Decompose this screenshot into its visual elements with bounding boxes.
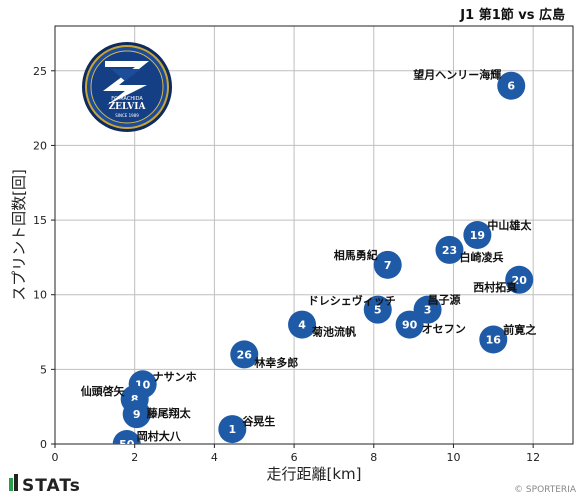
stats-logo-bar-green xyxy=(9,478,13,491)
team-logo-line-1: FC MACHIDA xyxy=(111,96,143,102)
plot-frame xyxy=(54,25,574,445)
team-logo-line-3: SINCE 1989 xyxy=(115,113,139,118)
data-point-marker xyxy=(122,400,151,429)
y-axis-title: スプリント回数[回] xyxy=(10,169,28,301)
data-point-number: 19 xyxy=(470,229,485,242)
data-point: 1 xyxy=(218,415,247,444)
data-point-marker xyxy=(373,250,402,279)
data-point-number: 5 xyxy=(374,304,382,317)
data-point-marker xyxy=(479,325,508,354)
stats-logo: STATs xyxy=(9,474,81,496)
data-point-marker xyxy=(505,265,534,294)
y-tick-label: 0 xyxy=(40,438,47,451)
data-point-marker xyxy=(230,340,259,369)
data-point-number: 3 xyxy=(424,304,432,317)
data-point: 20 xyxy=(505,265,534,294)
data-point-number: 6 xyxy=(507,80,515,93)
chart-title: J1 第1節 vs 広島 xyxy=(459,7,565,23)
x-tick-label: 10 xyxy=(446,451,460,464)
data-point: 16 xyxy=(479,325,508,354)
data-point-player-label: 林幸多郎 xyxy=(254,355,298,369)
data-point-marker xyxy=(463,221,492,249)
y-tick-label: 20 xyxy=(33,139,47,152)
data-point-player-label: 菊池流帆 xyxy=(312,325,356,339)
data-point-player-label: オセフン xyxy=(422,323,466,336)
data-point-number: 90 xyxy=(402,319,418,332)
copyright-credit: © SPORTERIA xyxy=(514,485,577,495)
data-point-player-label: 岡村大八 xyxy=(137,429,182,443)
x-tick-label: 0 xyxy=(52,451,59,464)
data-point-player-label: ドレシェヴィッチ xyxy=(308,294,396,308)
data-point: 6 xyxy=(497,71,526,100)
data-point-number: 50 xyxy=(119,438,135,451)
data-point: 90 xyxy=(395,310,424,339)
data-point-player-label: 西村拓真 xyxy=(473,280,517,294)
x-tick-label: 4 xyxy=(211,451,218,464)
data-point: 26 xyxy=(230,340,259,369)
stats-logo-bar-dark xyxy=(14,474,18,491)
data-point-number: 4 xyxy=(298,319,306,332)
data-point-player-label: 谷晃生 xyxy=(242,414,275,428)
data-point-marker xyxy=(497,71,526,100)
x-tick-label: 12 xyxy=(526,451,540,464)
data-point-number: 16 xyxy=(486,334,502,347)
y-tick-label: 25 xyxy=(33,65,47,78)
data-point: 7 xyxy=(373,250,402,279)
data-point-player-label: 藤尾翔太 xyxy=(147,406,192,420)
data-point-player-label: 白崎凌兵 xyxy=(459,250,503,264)
data-point-player-label: 仙頭啓矢 xyxy=(81,384,126,398)
data-point: 50 xyxy=(112,430,141,451)
data-point-player-label: 望月ヘンリー海輝 xyxy=(413,68,501,82)
data-point: 9 xyxy=(122,400,151,429)
data-point-number: 8 xyxy=(131,393,139,406)
data-point-number: 9 xyxy=(133,408,141,421)
data-point-marker xyxy=(435,235,464,264)
data-point-player-label: 中山雄太 xyxy=(487,218,532,232)
data-point-number: 26 xyxy=(237,348,253,361)
data-point-player-label: 昌子源 xyxy=(428,293,461,307)
data-point: 4 xyxy=(288,310,317,339)
data-point-number: 7 xyxy=(384,259,392,272)
data-point-marker xyxy=(112,430,141,444)
x-tick-label: 6 xyxy=(291,451,298,464)
data-point-marker xyxy=(218,415,247,444)
data-point-number: 23 xyxy=(442,244,457,257)
y-tick-label: 5 xyxy=(40,363,47,376)
stats-brand-text: STATs xyxy=(22,476,81,496)
data-point-marker xyxy=(363,295,392,324)
data-point: 23 xyxy=(435,235,464,264)
y-tick-label: 15 xyxy=(33,214,47,227)
data-point-marker xyxy=(395,310,424,339)
data-point: 19 xyxy=(463,221,492,249)
x-tick-label: 2 xyxy=(131,451,138,464)
data-point-number: 1 xyxy=(228,423,236,436)
x-tick-label: 8 xyxy=(370,451,377,464)
data-point-player-label: ナサンホ xyxy=(153,370,197,383)
data-point-number: 20 xyxy=(512,274,528,287)
team-logo: FC MACHIDA ZELVIA SINCE 1989 xyxy=(82,42,172,132)
data-point-marker xyxy=(288,310,317,339)
data-point-player-label: 相馬勇紀 xyxy=(334,248,378,262)
y-tick-label: 10 xyxy=(33,289,47,302)
x-axis-title: 走行距離[km] xyxy=(266,465,361,483)
data-point: 5 xyxy=(363,295,392,324)
data-point-player-label: 前寛之 xyxy=(503,323,536,337)
team-logo-line-2: ZELVIA xyxy=(109,102,147,112)
